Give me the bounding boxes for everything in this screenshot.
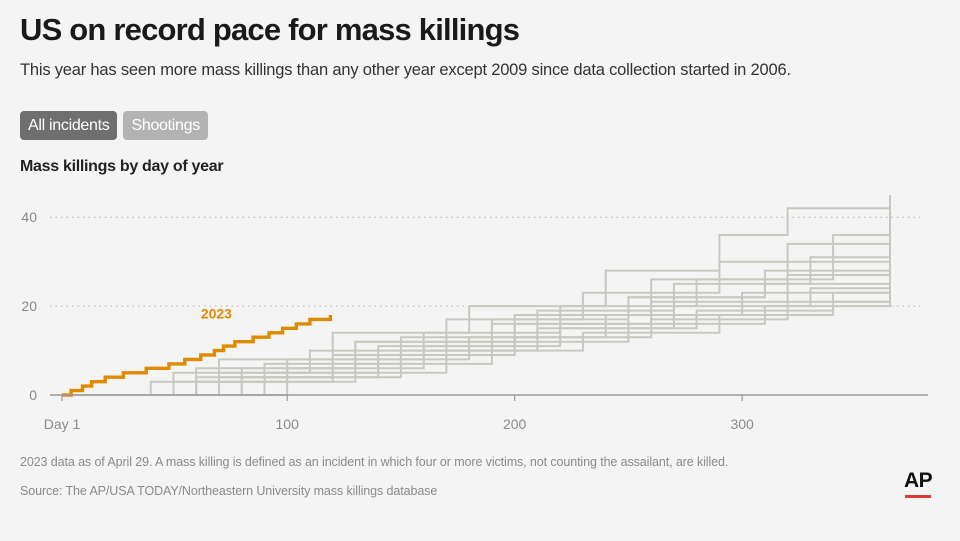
mass-killings-line-chart: 2023 0 20 40 Day 1 100 200 300 — [21, 195, 928, 432]
ap-logo: AP — [904, 469, 933, 492]
x-tick-label: 300 — [730, 416, 754, 432]
x-tick-label: Day 1 — [44, 416, 81, 432]
background-series-line-11 — [62, 283, 891, 396]
series-label-2023: 2023 — [201, 306, 232, 322]
highlight-series-layer: 2023 — [62, 306, 333, 397]
background-series-line-14 — [62, 297, 891, 396]
series-line-2023 — [62, 315, 333, 397]
background-series-line-13 — [62, 297, 891, 396]
y-tick-label: 0 — [29, 387, 37, 403]
background-series-layer — [62, 195, 891, 396]
background-series-line-10 — [62, 279, 891, 396]
footnote: 2023 data as of April 29. A mass killing… — [20, 455, 729, 469]
ap-logo-underline — [905, 495, 931, 498]
background-series-line-7 — [62, 257, 891, 396]
axis-layer: 0 20 40 Day 1 100 200 300 — [21, 209, 928, 432]
y-tick-label: 40 — [21, 209, 37, 225]
all-incidents-toggle[interactable]: All incidents — [20, 111, 118, 140]
x-tick-label: 100 — [276, 416, 300, 432]
chart-subtitle: This year has seen more mass killings th… — [20, 61, 791, 79]
shootings-toggle[interactable]: Shootings — [123, 111, 208, 140]
y-tick-label: 20 — [21, 298, 37, 314]
background-series-line-8 — [62, 266, 891, 396]
chart-title: US on record pace for mass killings — [20, 12, 520, 47]
background-series-line-5 — [62, 243, 891, 396]
source-line: Source: The AP/USA TODAY/Northeastern Un… — [20, 484, 438, 498]
background-series-line-12 — [62, 288, 891, 396]
chart-heading: Mass killings by day of year — [20, 158, 224, 175]
x-tick-label: 200 — [503, 416, 527, 432]
view-toggle-group: All incidents Shootings — [20, 111, 208, 140]
